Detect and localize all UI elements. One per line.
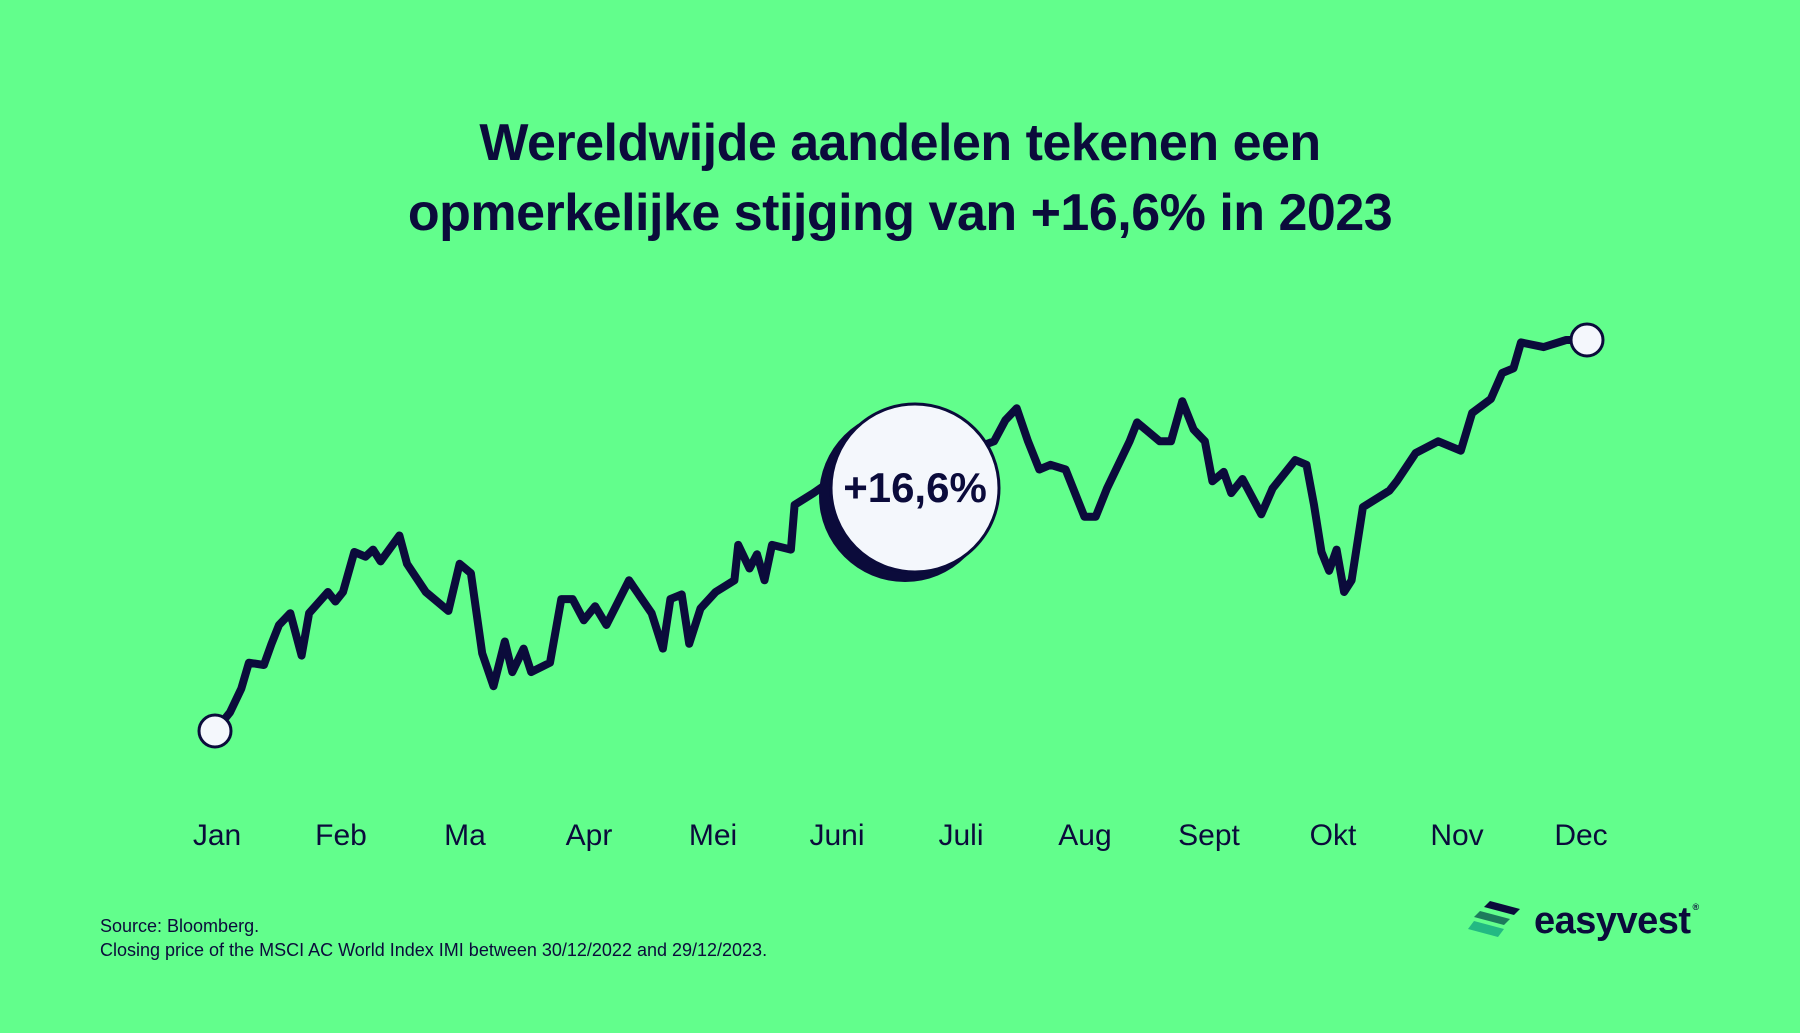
- easyvest-logo-icon: [1468, 900, 1520, 937]
- x-tick-label: Aug: [1058, 819, 1111, 852]
- start-point-marker: [197, 713, 233, 749]
- x-tick-label: Sept: [1178, 819, 1240, 852]
- source-note: Source: Bloomberg. Closing price of the …: [100, 914, 767, 962]
- title-line-1: Wereldwijde aandelen tekenen een: [479, 114, 1321, 172]
- x-tick-label: Mei: [689, 819, 737, 852]
- source-description: Closing price of the MSCI AC World Index…: [100, 940, 768, 960]
- logo-wordmark: easyvest ®: [1534, 900, 1699, 942]
- chart-title: Wereldwijde aandelen tekenen een opmerke…: [0, 108, 1800, 248]
- bubble-circle: [829, 402, 1001, 574]
- x-tick-label: Apr: [566, 819, 613, 852]
- title-line-2: opmerkelijke stijging van +16,6% in 2023: [407, 184, 1393, 242]
- x-tick-label: Nov: [1430, 819, 1483, 852]
- x-tick-label: Dec: [1554, 819, 1607, 852]
- x-tick-label: Juni: [809, 819, 864, 852]
- x-axis-labels: Jan Feb Ma Apr Mei Juni Juli Aug Sept Okt Nov Dec: [193, 819, 1608, 852]
- x-tick-label: Jan: [193, 819, 241, 852]
- source-line: Source: Bloomberg.: [100, 916, 260, 936]
- end-point-marker: [1569, 322, 1605, 358]
- x-tick-label: Ma: [444, 819, 486, 852]
- series-line: [211, 336, 1589, 735]
- easyvest-logo: easyvest ®: [1468, 900, 1699, 943]
- change-label: +16,6%: [843, 464, 987, 511]
- x-tick-label: Juli: [938, 819, 983, 852]
- x-tick-label: Okt: [1310, 819, 1357, 852]
- x-tick-label: Feb: [315, 819, 367, 852]
- change-bubble: +16,6%: [819, 402, 1001, 582]
